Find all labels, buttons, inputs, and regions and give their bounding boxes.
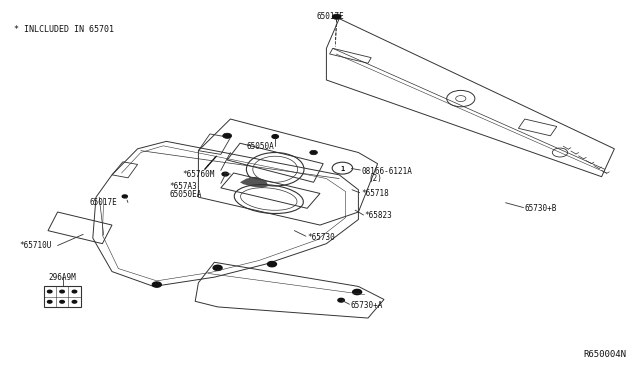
Text: 296A9M: 296A9M bbox=[48, 273, 76, 282]
Text: *65823: *65823 bbox=[365, 211, 392, 220]
Text: *65718: *65718 bbox=[362, 189, 389, 198]
Text: 65017E: 65017E bbox=[90, 198, 117, 207]
Text: *65760M: *65760M bbox=[182, 170, 215, 179]
Circle shape bbox=[268, 262, 276, 267]
Text: 1: 1 bbox=[340, 166, 344, 172]
Text: 65050EA: 65050EA bbox=[170, 190, 202, 199]
Circle shape bbox=[60, 290, 64, 293]
Circle shape bbox=[310, 150, 317, 155]
Circle shape bbox=[72, 290, 77, 293]
Circle shape bbox=[47, 301, 52, 303]
Circle shape bbox=[47, 290, 52, 293]
Text: 65730+B: 65730+B bbox=[525, 204, 557, 213]
Text: *657A3: *657A3 bbox=[170, 182, 197, 190]
Circle shape bbox=[338, 298, 344, 302]
Circle shape bbox=[122, 195, 127, 198]
Circle shape bbox=[60, 301, 64, 303]
Circle shape bbox=[152, 282, 161, 287]
Text: (2): (2) bbox=[368, 174, 382, 183]
Text: 65050A: 65050A bbox=[246, 142, 274, 151]
Text: 65730+A: 65730+A bbox=[351, 301, 383, 310]
Circle shape bbox=[353, 289, 362, 295]
Text: *65730: *65730 bbox=[307, 233, 335, 242]
Circle shape bbox=[272, 135, 278, 138]
Circle shape bbox=[213, 265, 222, 270]
Circle shape bbox=[72, 301, 77, 303]
Text: 65017E: 65017E bbox=[317, 12, 344, 21]
Polygon shape bbox=[240, 177, 269, 188]
Text: *65710U: *65710U bbox=[19, 241, 52, 250]
Circle shape bbox=[223, 133, 232, 138]
Text: 08166-6121A: 08166-6121A bbox=[362, 167, 412, 176]
Bar bbox=[44, 286, 81, 307]
Text: R650004N: R650004N bbox=[583, 350, 626, 359]
Circle shape bbox=[332, 14, 341, 19]
Text: * INLCLUDED IN 65701: * INLCLUDED IN 65701 bbox=[14, 25, 114, 34]
Circle shape bbox=[222, 172, 228, 176]
